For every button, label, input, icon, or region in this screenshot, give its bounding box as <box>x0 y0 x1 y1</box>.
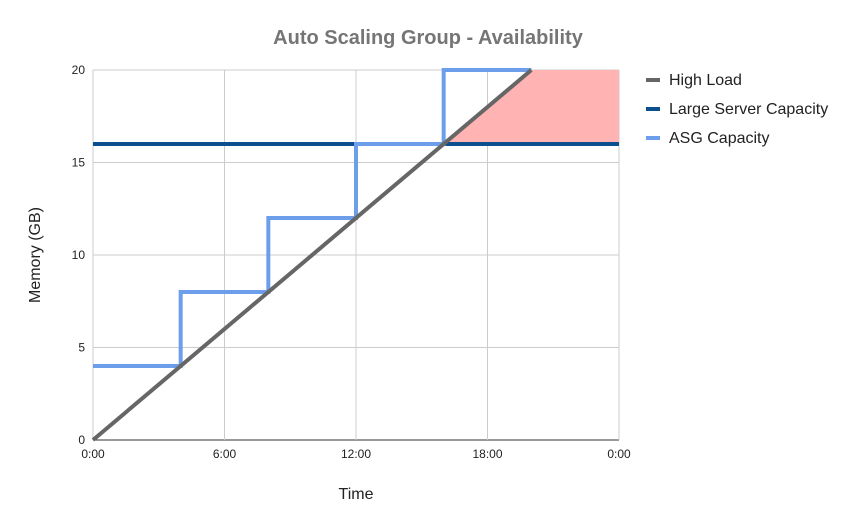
y-tick-label: 10 <box>72 248 86 262</box>
x-tick-label: 18:00 <box>472 447 502 461</box>
y-tick-label: 15 <box>72 156 86 170</box>
x-tick-label: 0:00 <box>607 447 631 461</box>
legend-label: Large Server Capacity <box>669 101 828 118</box>
series-lines <box>91 68 619 442</box>
x-tick-label: 6:00 <box>213 447 237 461</box>
x-axis-label: Time <box>339 486 374 503</box>
x-tick-label: 0:00 <box>81 447 105 461</box>
legend: High Load Large Server Capacity ASG Capaci… <box>646 72 828 147</box>
y-axis-label: Memory (GB) <box>27 207 44 303</box>
x-axis-ticks: 0:00 6:00 12:00 18:00 0:00 <box>81 447 631 461</box>
y-tick-label: 5 <box>78 341 85 355</box>
shaded-region <box>443 70 619 144</box>
series-line-high-load <box>91 68 533 442</box>
legend-label: High Load <box>669 72 742 89</box>
y-tick-label: 20 <box>72 63 86 77</box>
series-line-asg-capacity <box>93 68 532 368</box>
chart-title: Auto Scaling Group - Availability <box>273 27 584 49</box>
overload-shaded-area <box>443 70 619 144</box>
x-tick-label: 12:00 <box>341 447 371 461</box>
legend-label: ASG Capacity <box>669 130 769 147</box>
y-tick-label: 0 <box>78 433 85 447</box>
y-axis-ticks: 0 5 10 15 20 <box>72 63 86 447</box>
